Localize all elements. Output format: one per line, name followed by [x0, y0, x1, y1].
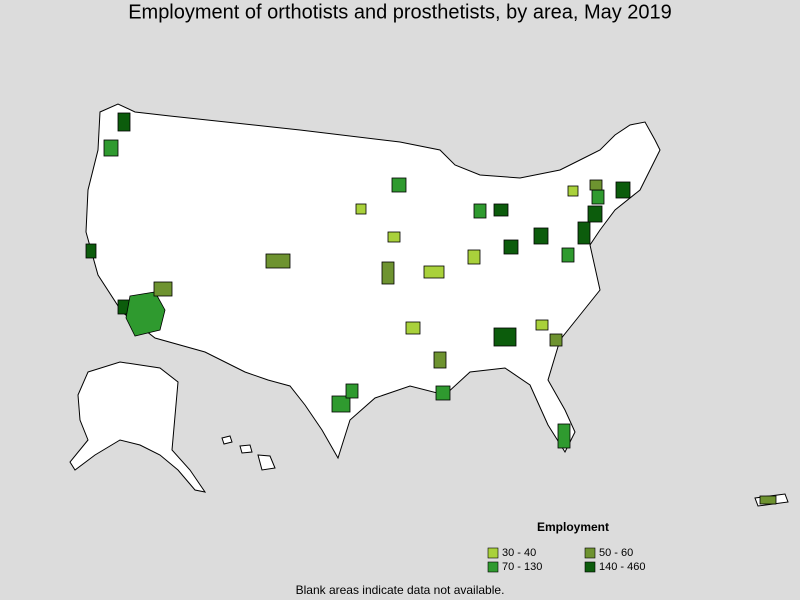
metro-area	[265, 253, 291, 269]
legend: Employment 30 - 40 50 - 60 70 - 130 140 - 4…	[487, 520, 645, 573]
metro-area	[759, 495, 777, 505]
metro-area	[467, 249, 481, 265]
metro-area	[391, 177, 407, 193]
metro-area	[549, 333, 563, 347]
legend-swatch	[584, 547, 596, 559]
footnote: Blank areas indicate data not available.	[296, 583, 505, 597]
metro-area	[153, 281, 173, 297]
map-title: Employment of orthotists and prosthetist…	[128, 1, 672, 23]
metro-area	[433, 351, 447, 369]
legend-label: 140 - 460	[599, 561, 645, 573]
legend-swatch	[487, 561, 499, 573]
metro-area	[381, 261, 395, 285]
metro-area	[117, 112, 131, 132]
metro-area	[503, 239, 519, 255]
metro-area	[567, 185, 579, 197]
legend-label: 30 - 40	[502, 547, 536, 559]
metro-area	[577, 221, 591, 245]
metro-area	[591, 189, 605, 205]
hawaii	[257, 454, 276, 471]
legend-title: Employment	[537, 520, 609, 534]
metro-area	[535, 319, 549, 331]
metro-area	[331, 395, 351, 413]
metro-area	[85, 243, 97, 259]
metro-area	[387, 231, 401, 243]
legend-swatch	[584, 561, 596, 573]
metro-area	[473, 203, 487, 219]
metro-area	[557, 423, 571, 449]
metro-area	[103, 139, 119, 157]
metro-area	[615, 181, 631, 199]
metro-area	[493, 327, 517, 347]
metro-area	[589, 179, 603, 191]
metro-areas	[85, 112, 777, 505]
metro-area	[561, 247, 575, 263]
map	[69, 103, 789, 507]
metro-area	[435, 385, 451, 401]
metro-area	[405, 321, 421, 335]
hawaii	[221, 435, 233, 445]
alaska	[69, 361, 207, 493]
metro-area	[345, 383, 359, 399]
hawaii	[239, 444, 253, 454]
metro-area	[493, 203, 509, 217]
legend-label: 50 - 60	[599, 547, 633, 559]
legend-items: 30 - 40 50 - 60 70 - 130 140 - 460	[487, 547, 645, 573]
metro-area	[533, 227, 549, 245]
metro-area	[587, 205, 603, 223]
legend-swatch	[487, 547, 499, 559]
legend-label: 70 - 130	[502, 561, 542, 573]
metro-area	[355, 203, 367, 215]
metro-area	[423, 265, 445, 279]
